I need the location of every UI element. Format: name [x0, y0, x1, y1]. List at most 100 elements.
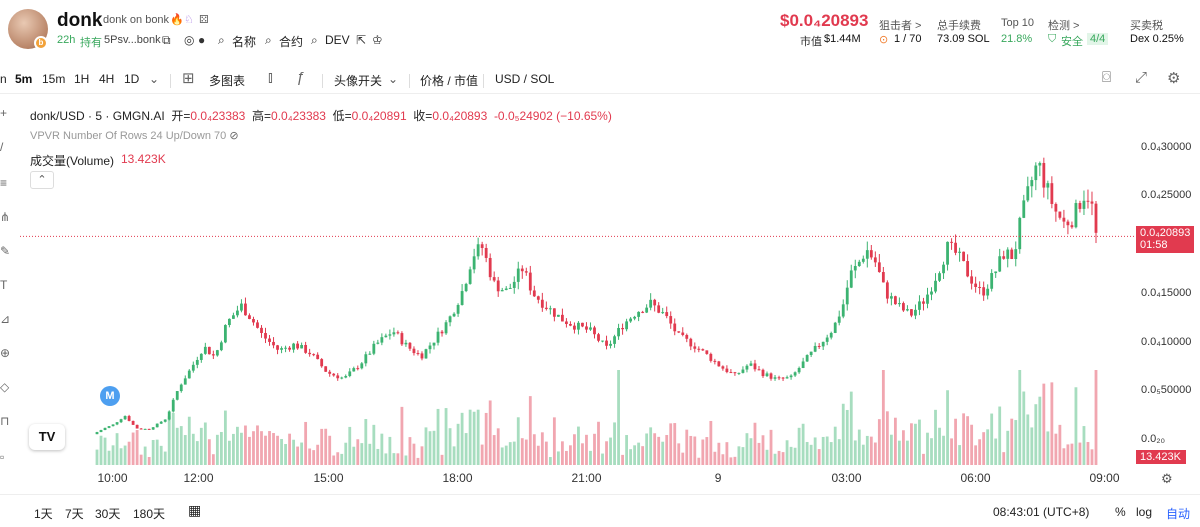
interval-1h[interactable]: 1H — [74, 72, 90, 86]
axis-settings-icon[interactable]: ⚙ — [1161, 471, 1173, 486]
volume-bar — [316, 444, 320, 465]
volume-bar — [1054, 433, 1058, 465]
dev-search-link[interactable]: DEV — [325, 33, 350, 47]
magnet-tool-icon[interactable]: ◇ — [0, 380, 10, 394]
lock-tool-icon[interactable]: ⊓ — [0, 414, 10, 428]
multi-chart-button[interactable]: 多图表 — [209, 74, 246, 88]
volume-bar — [813, 437, 817, 465]
pattern-tool-icon[interactable]: ⋔ — [0, 210, 11, 224]
calendar-icon[interactable]: ▦ — [188, 502, 202, 518]
candle-body — [841, 304, 845, 317]
vpvr-indicator-label[interactable]: VPVR Number Of Rows 24 Up/Down 70 ⊘ — [30, 129, 239, 142]
candle-body — [376, 342, 380, 344]
camera-icon[interactable]: ⌼ — [1102, 69, 1112, 86]
crown-icon[interactable]: ♔ — [372, 33, 383, 47]
range-1d[interactable]: 1天 — [34, 507, 53, 521]
zoom-tool-icon[interactable]: ⊕ — [0, 346, 11, 360]
volume-bar — [420, 446, 424, 465]
volume-bar — [155, 439, 159, 465]
candle-body — [881, 272, 885, 283]
volume-bar — [143, 446, 147, 465]
volume-bar — [773, 453, 777, 465]
interval-partial[interactable]: n — [0, 72, 7, 86]
volume-bar — [195, 441, 199, 465]
usd-sol-toggle[interactable]: USD / SOL — [495, 72, 555, 86]
volume-bar — [107, 450, 111, 465]
candle-body — [585, 326, 588, 330]
range-7d[interactable]: 7天 — [65, 507, 84, 521]
volume-bar — [865, 435, 869, 465]
migration-marker-icon[interactable]: M — [100, 386, 120, 406]
candle-body — [629, 318, 633, 322]
volume-bar — [649, 427, 653, 465]
eye-hidden-icon[interactable]: ⊘ — [229, 130, 239, 142]
percent-scale-toggle[interactable]: % — [1115, 505, 1126, 519]
clock-timezone[interactable]: 08:43:01 (UTC+8) — [993, 505, 1090, 519]
volume-bar — [898, 440, 901, 465]
security-check-label[interactable]: 检测 > — [1048, 20, 1080, 32]
contract-address[interactable]: 5Psv...bonk — [104, 34, 161, 46]
chain-icon[interactable]: ◎ — [184, 33, 195, 47]
security-status: 安全 — [1061, 36, 1083, 48]
volume-indicator-label[interactable]: 成交量(Volume) — [30, 154, 115, 168]
candle-body — [368, 353, 372, 355]
crosshair-tool-icon[interactable]: + — [0, 106, 8, 120]
search-contract-icon[interactable]: ⌕ — [265, 33, 272, 47]
candle-body — [232, 315, 235, 319]
volume-bar — [256, 425, 259, 465]
settings-icon[interactable]: ⚙ — [1167, 70, 1181, 87]
candle-body — [316, 354, 320, 360]
tradingview-logo-icon[interactable]: TV — [29, 424, 65, 450]
trash-tool-icon[interactable]: ▫ — [0, 450, 5, 464]
candle-body — [512, 281, 516, 288]
candle-body — [689, 338, 693, 347]
candle-body — [910, 309, 913, 316]
explorer-icon[interactable]: ● — [198, 33, 206, 47]
volume-bar — [605, 441, 608, 465]
holders-label: 持有 — [80, 37, 102, 49]
add-chart-icon[interactable]: ⊞ — [182, 70, 195, 87]
candle-type-icon[interactable]: ⫾ — [268, 69, 273, 86]
auto-scale-toggle[interactable]: 自动 — [1166, 507, 1191, 521]
search-dev-icon[interactable]: ⌕ — [311, 33, 318, 47]
copy-icon[interactable]: ⧉ — [162, 33, 171, 47]
candle-body — [292, 343, 295, 350]
text-tool-icon[interactable]: T — [0, 278, 8, 292]
candle-body — [384, 335, 388, 338]
fib-tool-icon[interactable]: ≡ — [0, 176, 8, 190]
share-icon[interactable]: ⇱ — [356, 33, 367, 47]
search-name-icon[interactable]: ⌕ — [218, 33, 225, 47]
volume-bar — [1058, 424, 1062, 465]
chevron-down-icon[interactable]: ⌄ — [388, 72, 399, 86]
price-mcap-toggle[interactable]: 价格 / 市值 — [420, 74, 479, 88]
volume-bar — [440, 454, 444, 465]
candle-body — [171, 399, 175, 412]
fullscreen-icon[interactable]: ⤢ — [1135, 69, 1148, 86]
measure-tool-icon[interactable]: ⊿ — [0, 312, 11, 326]
log-scale-toggle[interactable]: log — [1136, 505, 1153, 519]
range-30d[interactable]: 30天 — [95, 507, 121, 521]
interval-1d[interactable]: 1D — [124, 72, 140, 86]
range-180d[interactable]: 180天 — [133, 507, 166, 521]
volume-bar — [151, 440, 155, 465]
brush-tool-icon[interactable]: ✎ — [0, 244, 11, 258]
name-search-link[interactable]: 名称 — [232, 35, 257, 49]
price-chart[interactable] — [0, 98, 1200, 470]
volume-bar — [833, 426, 837, 465]
collapse-legend-button[interactable]: ⌃ — [30, 171, 54, 189]
contract-search-link[interactable]: 合约 — [279, 35, 304, 49]
volume-bar — [187, 416, 191, 465]
indicators-icon[interactable]: ƒ — [296, 69, 305, 86]
chevron-down-icon[interactable]: ⌄ — [149, 72, 160, 86]
candle-body — [709, 353, 713, 361]
volume-bar — [175, 427, 179, 465]
avatar-toggle-button[interactable]: 头像开关 — [334, 74, 383, 88]
sniper-label[interactable]: 狙击者 > — [879, 20, 922, 32]
trend-line-tool-icon[interactable]: / — [0, 140, 4, 154]
interval-5m[interactable]: 5m — [15, 72, 33, 86]
volume-bar — [360, 443, 364, 465]
interval-15m[interactable]: 15m — [42, 72, 66, 86]
candle-body — [745, 365, 749, 370]
candle-body — [673, 323, 677, 332]
interval-4h[interactable]: 4H — [99, 72, 115, 86]
